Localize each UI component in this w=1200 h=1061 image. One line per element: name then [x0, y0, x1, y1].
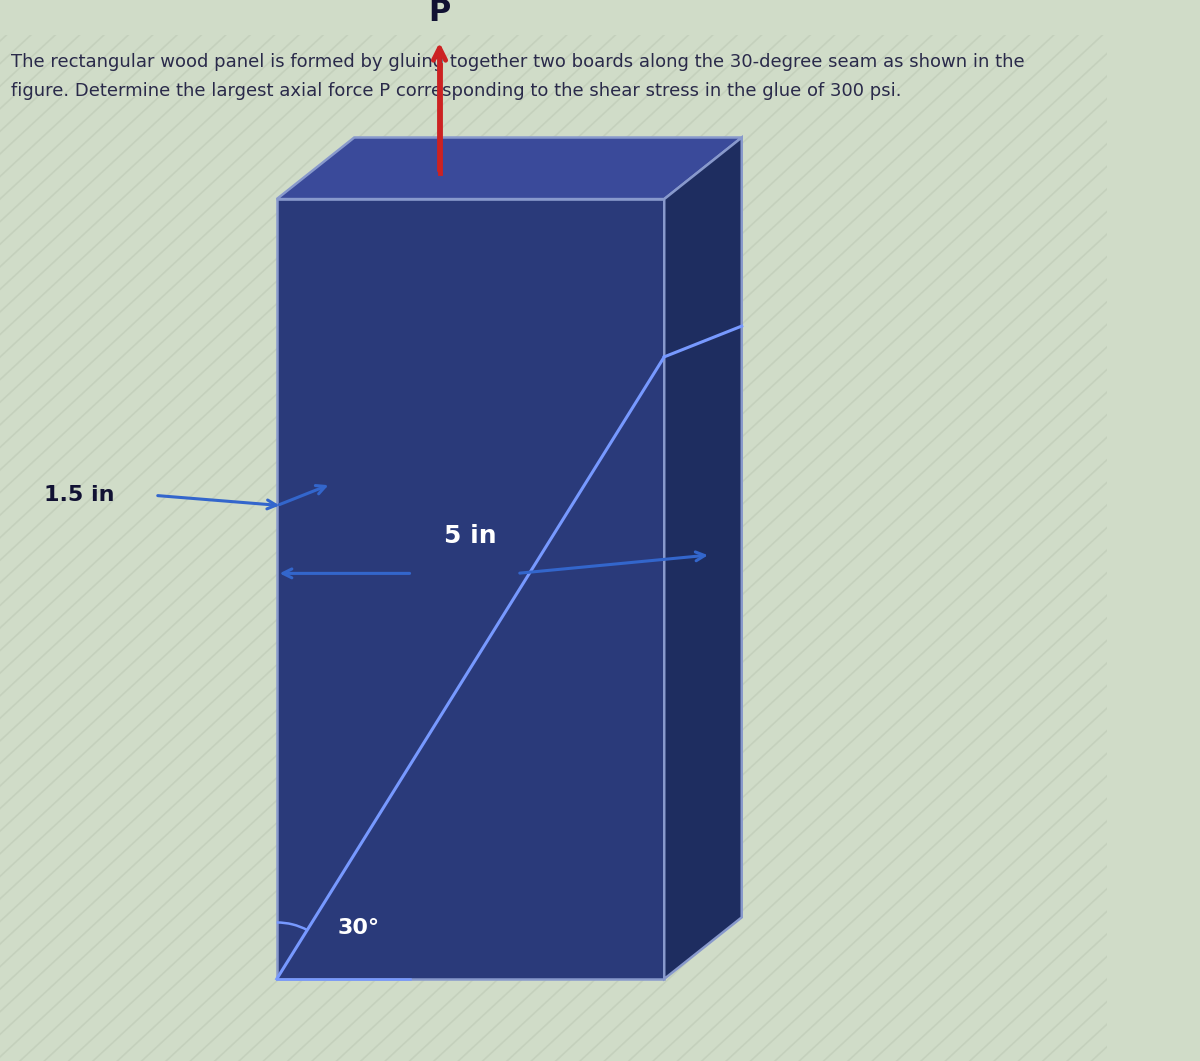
Polygon shape — [277, 138, 742, 199]
Polygon shape — [665, 138, 742, 979]
Text: P: P — [428, 0, 451, 28]
Text: 5 in: 5 in — [444, 524, 497, 547]
Text: figure. Determine the largest axial force P corresponding to the shear stress in: figure. Determine the largest axial forc… — [11, 82, 901, 100]
Text: 30°: 30° — [337, 918, 379, 938]
Polygon shape — [277, 199, 665, 979]
Text: The rectangular wood panel is formed by gluing together two boards along the 30-: The rectangular wood panel is formed by … — [11, 53, 1025, 71]
Text: 1.5 in: 1.5 in — [44, 485, 115, 505]
